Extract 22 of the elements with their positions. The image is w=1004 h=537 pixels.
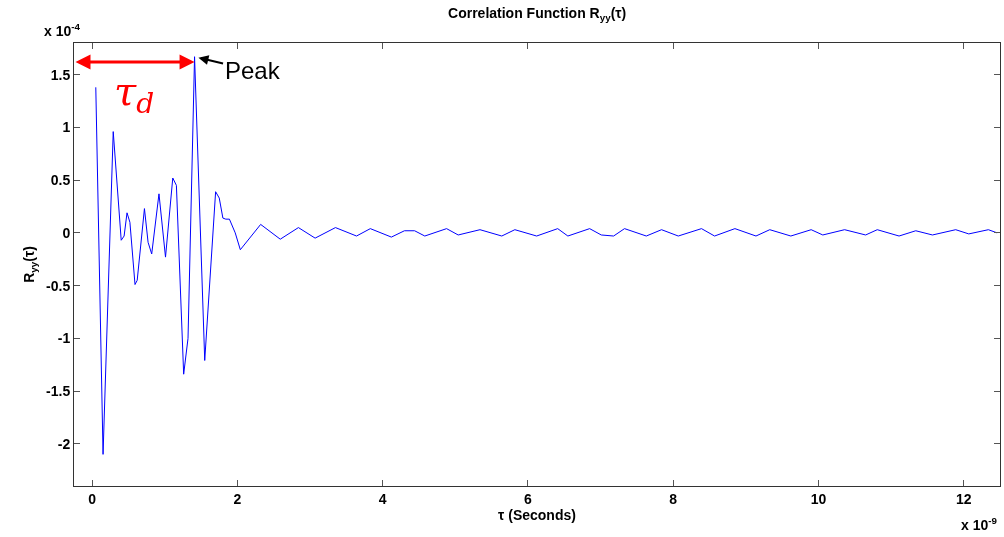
x-tick-label: 0 xyxy=(88,490,97,507)
x-tick-label: 12 xyxy=(955,490,972,507)
y-tick-label: 1 xyxy=(62,119,71,136)
x-tick-label: 2 xyxy=(233,490,242,507)
y-tick-label: -1.5 xyxy=(46,382,71,399)
annotation: Peak xyxy=(225,57,281,84)
x-tick-label: 4 xyxy=(378,490,387,507)
y-tick-label: -0.5 xyxy=(46,277,71,294)
x-tick-label: 8 xyxy=(669,490,678,507)
chart-title: Correlation Function R$_{yy}$(τ) xyxy=(448,4,627,23)
x-tick-label: 10 xyxy=(810,490,827,507)
text: x 10$^{-4}$ xyxy=(44,21,81,39)
annotation: τ$_{d}$ xyxy=(114,68,155,121)
x-tick-label: 6 xyxy=(524,490,533,507)
x-axis-title: τ (Seconds) xyxy=(498,507,576,524)
line-series xyxy=(95,56,998,455)
y-tick-label: 0.5 xyxy=(50,172,71,189)
y-tick-label: -2 xyxy=(57,435,71,452)
y-tick-label: 1.5 xyxy=(50,66,71,83)
y-tick-label: 0 xyxy=(62,224,71,241)
y-tick-label: -1 xyxy=(57,330,71,347)
text: x 10$^{-9}$ xyxy=(961,515,998,533)
